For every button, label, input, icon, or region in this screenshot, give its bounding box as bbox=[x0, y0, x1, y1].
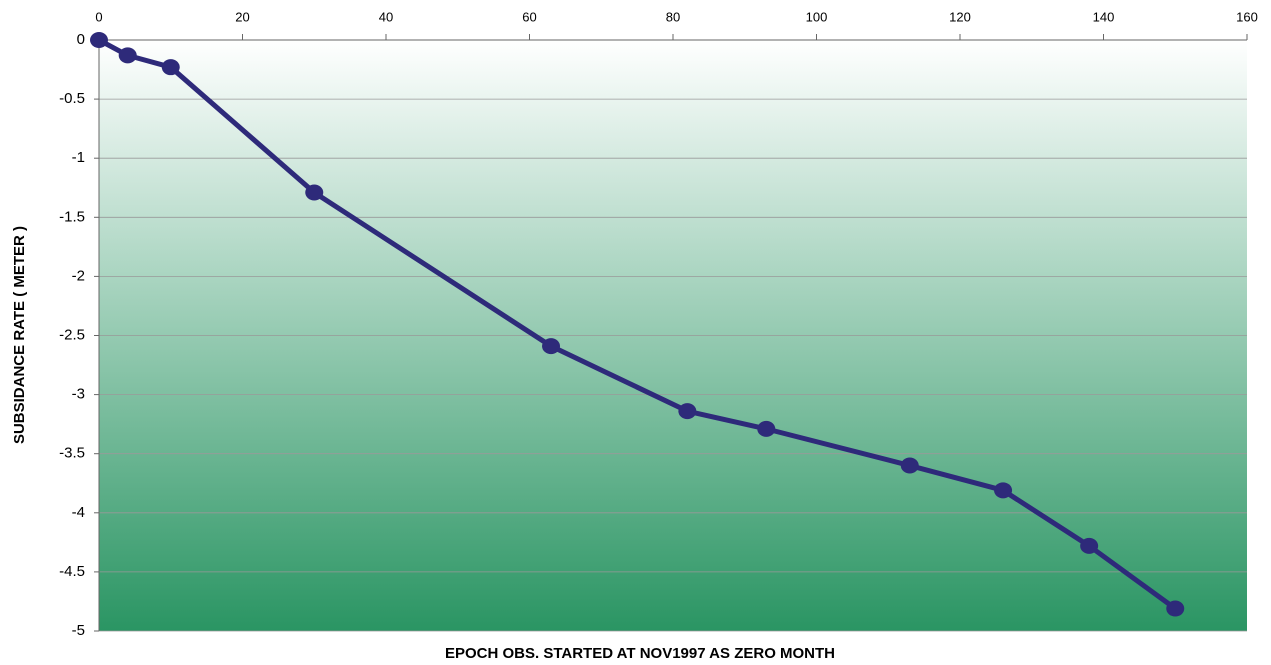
x-axis-label: EPOCH OBS. STARTED AT NOV1997 AS ZERO MO… bbox=[445, 645, 835, 662]
x-tick-label: 80 bbox=[666, 9, 680, 24]
data-point bbox=[994, 482, 1013, 499]
data-point bbox=[757, 420, 776, 437]
y-tick-label: -2.5 bbox=[59, 326, 85, 343]
y-tick-label: -5 bbox=[72, 622, 85, 639]
x-tick-label: 0 bbox=[95, 9, 102, 24]
x-tick-label: 100 bbox=[806, 9, 828, 24]
data-point bbox=[161, 59, 180, 76]
x-tick-label: 20 bbox=[235, 9, 249, 24]
data-point bbox=[1080, 537, 1099, 554]
x-tick-label: 60 bbox=[522, 9, 536, 24]
y-tick-label: -0.5 bbox=[59, 90, 85, 107]
y-axis-label: SUBSIDANCE RATE ( METER ) bbox=[11, 226, 28, 444]
y-tick-label: -3.5 bbox=[59, 445, 85, 462]
data-point bbox=[542, 338, 561, 355]
data-point bbox=[900, 457, 919, 474]
data-point bbox=[118, 47, 137, 64]
x-tick-label: 160 bbox=[1236, 9, 1258, 24]
y-tick-label: -3 bbox=[72, 386, 85, 403]
x-tick-label: 140 bbox=[1093, 9, 1115, 24]
y-tick-label: 0 bbox=[77, 31, 85, 48]
x-tick-label: 120 bbox=[949, 9, 971, 24]
y-tick-label: -4.5 bbox=[59, 563, 85, 580]
y-tick-label: -1 bbox=[72, 149, 85, 166]
data-point bbox=[305, 184, 324, 201]
x-tick-label: 40 bbox=[379, 9, 393, 24]
data-point bbox=[678, 403, 697, 420]
data-point bbox=[1166, 600, 1185, 617]
y-tick-label: -2 bbox=[72, 267, 85, 284]
y-tick-label: -4 bbox=[72, 504, 85, 521]
y-tick-label: -1.5 bbox=[59, 208, 85, 225]
data-point bbox=[90, 32, 108, 48]
